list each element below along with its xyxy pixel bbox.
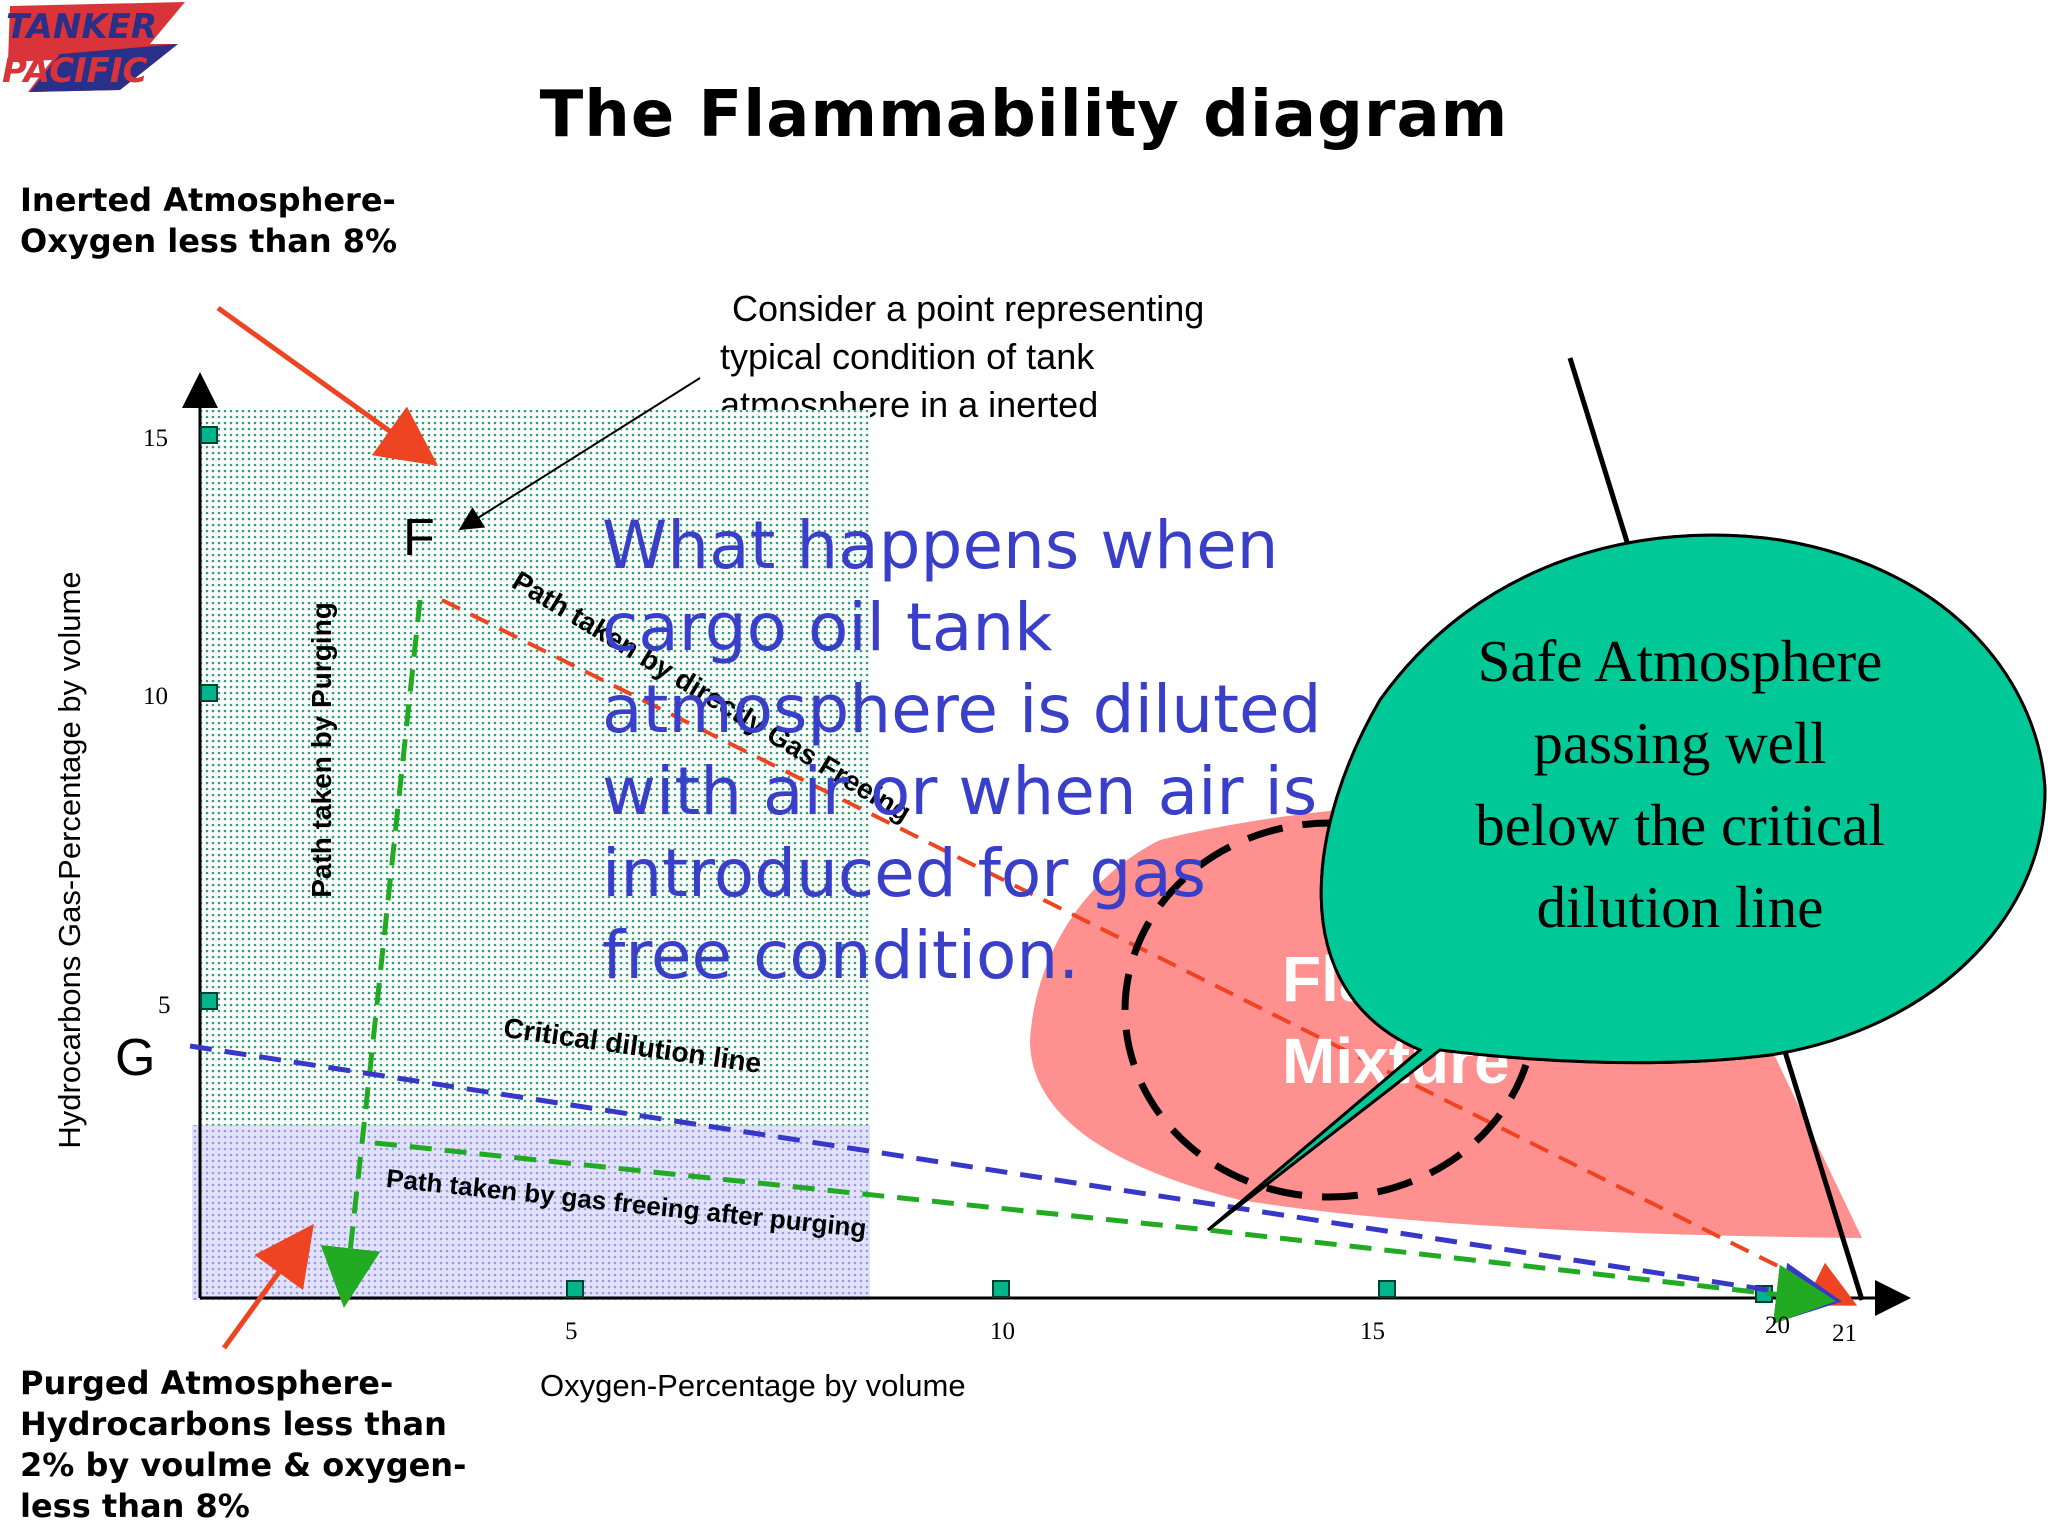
consider-note-line: Consider a point representing [732, 288, 1205, 329]
question-line: cargo oil tank [602, 589, 1053, 666]
x-tick-label: 15 [1360, 1318, 1385, 1345]
purging-path-label: Path taken by Purging [306, 602, 337, 898]
x-tick-label: 21 [1832, 1320, 1857, 1347]
purged-note-line: Hydrocarbons less than [20, 1405, 447, 1443]
y-tick-label: 10 [143, 683, 168, 710]
inerted-atmosphere-note: Inerted Atmosphere- Oxygen less than 8% [20, 180, 397, 262]
purged-note-line: less than 8% [20, 1487, 250, 1525]
y-tick-marker [200, 684, 218, 702]
speech-line: Safe Atmosphere [1477, 628, 1883, 694]
question-line: What happens when [602, 507, 1279, 584]
inerted-note-line: Inerted Atmosphere- [20, 181, 396, 219]
consider-note-line: typical condition of tank [720, 336, 1095, 377]
question-line: with air or when air is [602, 753, 1318, 830]
question-line: introduced for gas [602, 835, 1207, 912]
point-f-label: F [403, 509, 435, 567]
x-tick-label: 10 [990, 1318, 1015, 1345]
speech-line: passing well [1533, 710, 1827, 776]
direct-gas-freeing-path [441, 598, 1858, 1306]
purging-path [320, 599, 423, 1308]
question-text: What happens when cargo oil tank atmosph… [602, 505, 1321, 997]
x-tick-marker [992, 1280, 1010, 1298]
purged-note-line: Purged Atmosphere- [20, 1364, 394, 1402]
x-tick-label: 5 [565, 1318, 578, 1345]
logo-line2: PACIFIC [2, 51, 148, 91]
y-tick-label: 15 [143, 425, 168, 452]
speech-bubble-text: Safe Atmosphere passing well below the c… [1380, 620, 1980, 948]
inerted-pointer-arrow [216, 305, 439, 466]
y-axis-label: Hydrocarbons Gas-Percentage by volume [52, 571, 87, 1149]
tanker-pacific-logo: TANKER PACIFIC [2, 2, 185, 92]
x-tick-marker [1378, 1280, 1396, 1298]
purged-note-line: 2% by voulme & oxygen- [20, 1446, 467, 1484]
point-g-label: G [115, 1029, 156, 1087]
question-line: free condition. [602, 917, 1080, 994]
x-tick-marker [566, 1280, 584, 1298]
y-tick-marker [200, 426, 218, 444]
question-line: atmosphere is diluted [602, 671, 1322, 748]
speech-line: dilution line [1536, 874, 1824, 940]
x-axis-label: Oxygen-Percentage by volume [540, 1368, 966, 1403]
speech-line: below the critical [1475, 792, 1885, 858]
consider-pointer-arrow [458, 377, 701, 531]
page-title: The Flammability diagram [539, 78, 1509, 152]
y-tick-marker [200, 992, 218, 1010]
critical-dilution-line [189, 1043, 1842, 1323]
purged-pointer-arrow [221, 1223, 314, 1350]
inerted-note-line: Oxygen less than 8% [20, 222, 398, 260]
y-tick-label: 5 [158, 992, 171, 1019]
x-tick-label: 20 [1765, 1312, 1790, 1339]
purged-atmosphere-note: Purged Atmosphere- Hydrocarbons less tha… [20, 1363, 466, 1527]
logo-line1: TANKER [6, 7, 157, 47]
